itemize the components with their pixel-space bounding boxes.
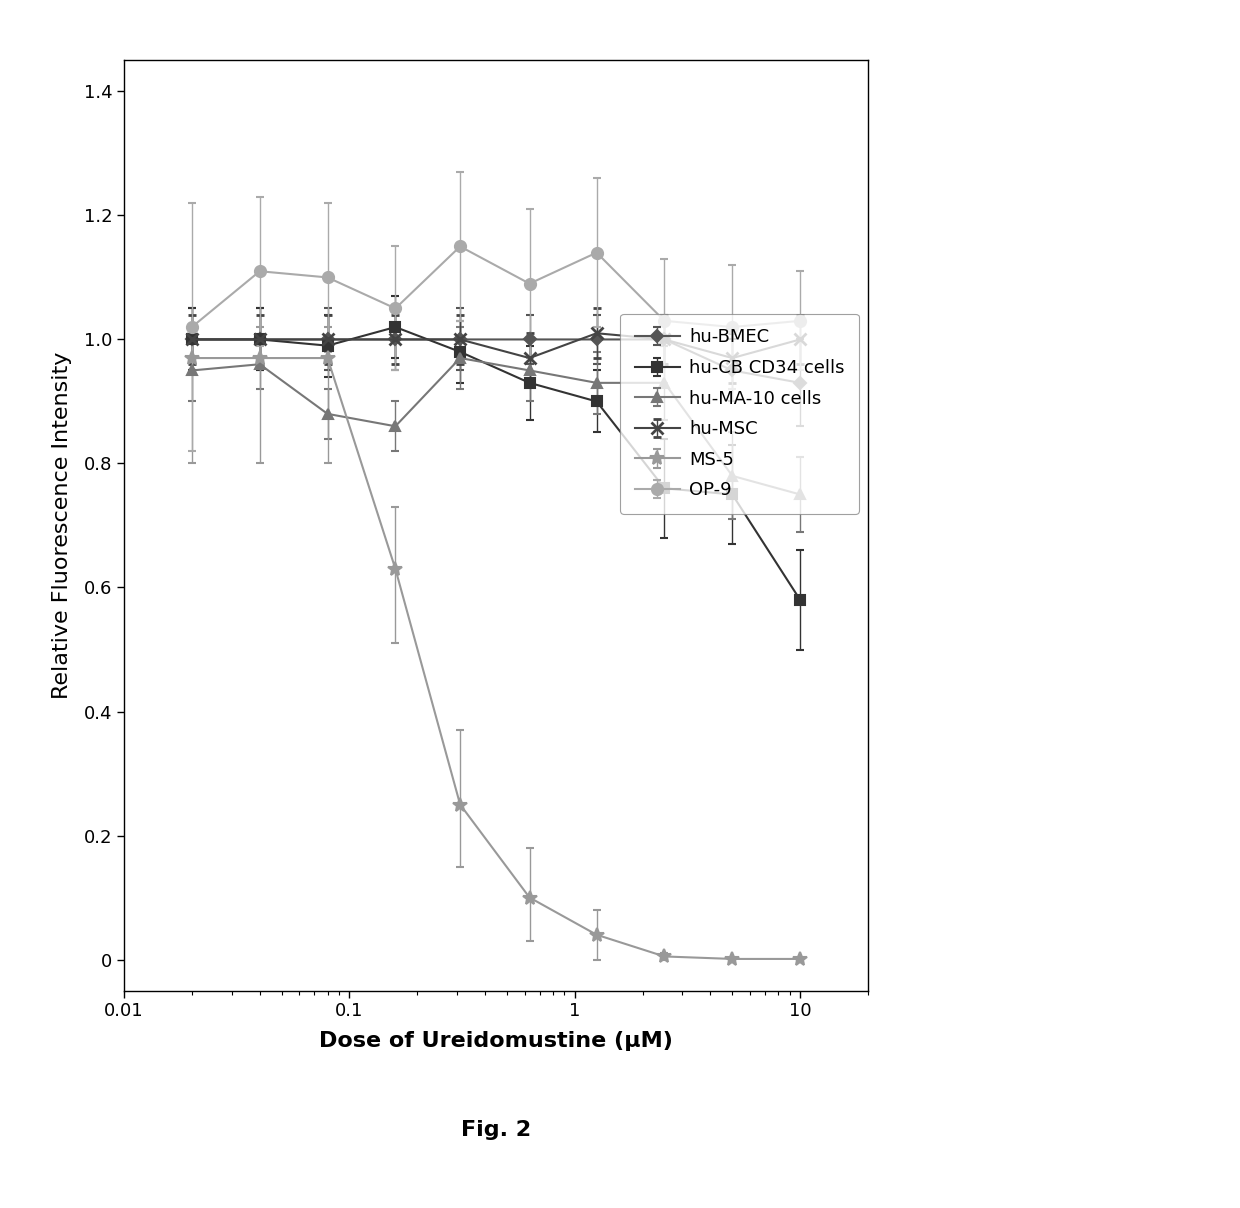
Legend: hu-BMEC, hu-CB CD34 cells, hu-MA-10 cells, hu-MSC, MS-5, OP-9: hu-BMEC, hu-CB CD34 cells, hu-MA-10 cell… [620, 314, 859, 513]
Y-axis label: Relative Fluorescence Intensity: Relative Fluorescence Intensity [52, 352, 72, 699]
X-axis label: Dose of Ureidomustine (μM): Dose of Ureidomustine (μM) [319, 1032, 673, 1051]
Text: Fig. 2: Fig. 2 [461, 1120, 531, 1139]
